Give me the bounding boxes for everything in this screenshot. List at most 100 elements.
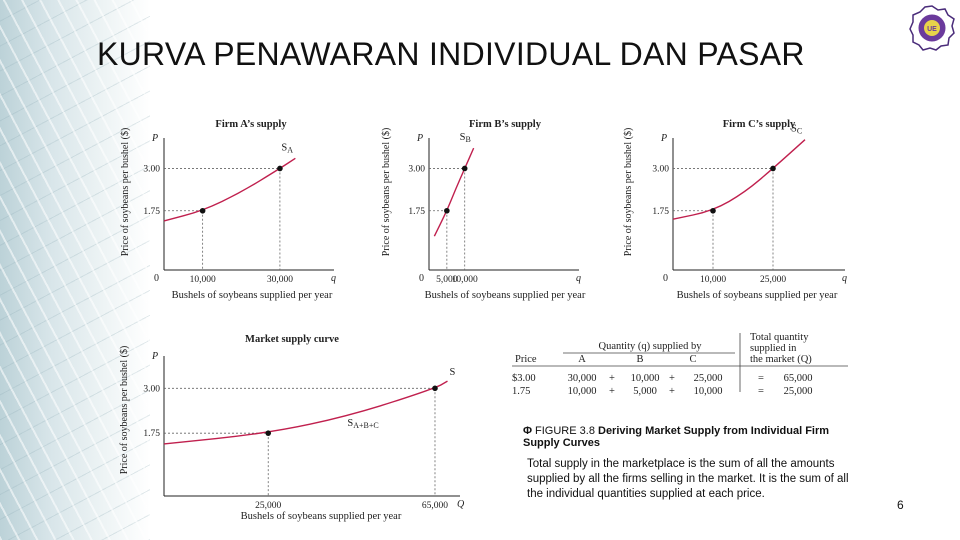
y-tick-label: 1.75 [143,207,160,217]
y-tick-label: 3.00 [143,384,160,394]
data-point [277,165,283,172]
table-op: + [669,386,675,397]
table-op: + [609,386,615,397]
curve-end-label: S [449,367,455,378]
figure-description: Total supply in the marketplace is the s… [527,458,849,500]
x-tick-label: 65,000 [422,501,448,511]
y-axis-label: Price of soybeans per bushel ($) [381,128,392,257]
curve-label: SB [460,132,471,144]
left-decoration [0,0,150,540]
curve-label: SA+B+C [347,418,378,430]
x-axis-label: Bushels of soybeans supplied per year [241,511,402,522]
x-tick-label: 30,000 [267,275,293,285]
y-tick-label: 3.00 [143,164,160,174]
data-point [265,430,272,436]
y-tick-label: 3.00 [652,164,669,174]
firm-a-supply-chart: Firm A’s supply Price of soybeans per bu… [120,119,336,301]
supply-table: Quantity (q) supplied by Total quantity … [512,332,848,397]
plot-area: P Q 1.75 3.00 25,000 65,000 SA+B+C S [143,351,465,511]
x-axis-symbol: q [576,273,581,284]
market-supply-chart: Market supply curve Price of soybeans pe… [119,334,465,522]
firm-c-supply-chart: Firm C’s supply Price of soybeans per bu… [623,119,847,301]
x-tick-label: 25,000 [760,275,786,285]
table-rows: $3.00 30,000 +10,000 +25,000 = 65,000 1.75 10,0… [512,373,812,397]
page-number: 6 [897,498,904,512]
x-axis-label: Bushels of soybeans supplied per year [677,290,838,301]
table-cell-a: 10,000 [568,386,597,397]
x-tick-label: 25,000 [255,501,281,511]
x-axis-symbol: q [842,273,847,284]
curve-label-sub: A [287,145,293,154]
table-col-a: A [578,354,586,365]
table-cell-b: 10,000 [631,373,660,384]
y-tick-label: 1.75 [143,429,160,439]
data-point [461,165,468,172]
table-cell-b: 5,000 [633,386,657,397]
data-point [770,165,776,172]
table-col-price: Price [515,354,537,365]
origin-label: 0 [419,273,424,284]
y-axis-symbol: P [151,133,158,144]
data-point [710,207,716,214]
y-axis-label: Price of soybeans per bushel ($) [120,128,131,257]
supply-curve [672,139,806,220]
table-eq: = [758,386,764,397]
table-op: + [609,373,615,384]
slide-title: KURVA PENAWARAN INDIVIDUAL DAN PASAR [97,36,805,72]
table-cell-price: $3.00 [512,373,536,384]
data-point [432,385,438,392]
chart-title: Firm C’s supply [723,119,796,130]
table-cell-c: 25,000 [694,373,723,384]
supply-curve [163,157,296,222]
table-cell-c: 10,000 [694,386,723,397]
table-cell-price: 1.75 [512,386,530,397]
x-tick-label: 10,000 [700,275,726,285]
x-tick-label: 10,000 [190,275,216,285]
chart-title: Firm B’s supply [469,119,542,130]
y-axis-symbol: P [151,351,158,362]
supply-curve [163,380,448,445]
table-header-total-1: Total quantity [750,332,809,343]
plot-area: Pq 0 1.75 3.00 10,000 25,000 SC [652,124,847,285]
y-axis-label: Price of soybeans per bushel ($) [623,128,634,257]
x-axis-label: Bushels of soybeans supplied per year [172,290,333,301]
table-eq: = [758,373,764,384]
x-tick-label: 5,000 [436,275,458,285]
x-axis-label: Bushels of soybeans supplied per year [425,290,586,301]
y-tick-label: 3.00 [408,164,425,174]
table-header-total-2: supplied in [750,343,797,354]
y-axis-symbol: P [660,133,667,144]
table-cell-total: 65,000 [784,373,813,384]
x-axis-symbol: q [331,273,336,284]
curve-label-sub: B [465,135,470,144]
table-col-c: C [689,354,696,365]
y-axis-label: Price of soybeans per bushel ($) [119,346,130,475]
table-header-total-3: the market (Q) [750,354,812,365]
curve-label-sub: A+B+C [353,421,378,430]
x-tick-label: 10,000 [452,275,478,285]
y-axis-symbol: P [416,133,423,144]
data-point [199,207,206,214]
y-tick-label: 1.75 [408,207,425,217]
caption-prefix: FIGURE 3.8 [535,425,595,437]
university-logo: UE [909,5,955,51]
origin-label: 0 [154,273,159,284]
table-header-group: Quantity (q) supplied by [599,341,703,352]
curve-label: SC [791,124,802,136]
x-axis-symbol: Q [457,499,465,510]
figure-icon: Φ [523,425,533,437]
chart-title: Market supply curve [245,334,339,345]
figure-caption: Φ FIGURE 3.8 Deriving Market Supply from … [523,425,853,449]
curve-label: SA [281,142,293,154]
svg-text:UE: UE [927,26,937,33]
supply-curve [433,147,475,237]
y-tick-label: 1.75 [652,207,669,217]
table-col-b: B [636,354,643,365]
table-cell-a: 30,000 [568,373,597,384]
plot-area: Pq 0 1.75 3.00 10,000 30,000 SA [143,133,336,285]
curve-label-sub: C [797,127,802,136]
chart-title: Firm A’s supply [215,119,287,130]
origin-label: 0 [663,273,668,284]
